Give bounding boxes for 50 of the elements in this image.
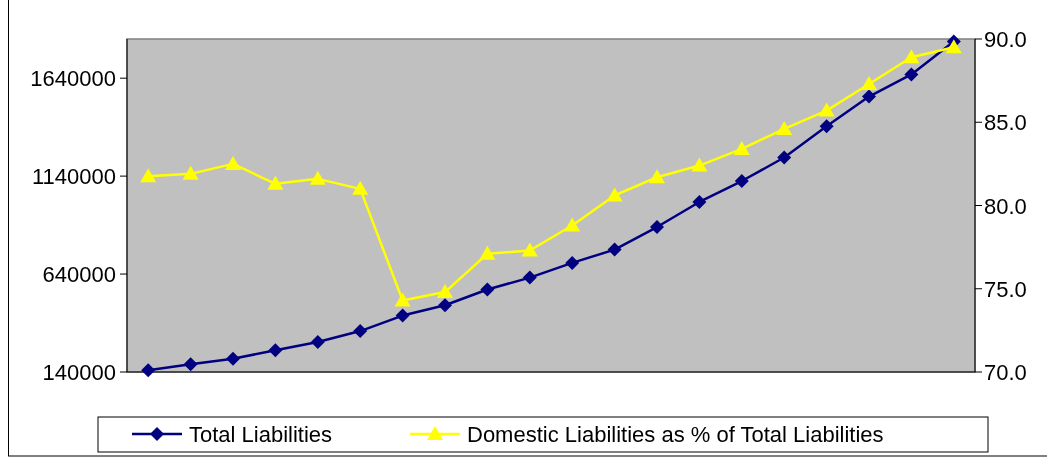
point <box>606 187 623 202</box>
point <box>861 75 877 90</box>
point <box>650 220 664 235</box>
y2-tick-label: 85.0 <box>984 110 1027 136</box>
y2-tick-label: 75.0 <box>984 276 1027 302</box>
y-tick-label: 1140000 <box>31 164 116 190</box>
point <box>819 119 834 134</box>
point <box>522 270 537 285</box>
point <box>267 175 284 190</box>
point <box>309 170 326 185</box>
point <box>480 282 495 297</box>
point <box>564 217 581 232</box>
point <box>395 308 410 323</box>
point <box>352 180 369 195</box>
point <box>437 284 453 299</box>
y2-tick-label: 80.0 <box>984 193 1027 219</box>
point <box>903 49 920 64</box>
legend-label: Total Liabilities <box>189 422 333 447</box>
point <box>862 89 876 104</box>
point <box>607 242 622 257</box>
point <box>818 102 835 117</box>
point <box>310 335 325 350</box>
y2-tick-label: 90.0 <box>984 27 1027 52</box>
y-tick-label: 1640000 <box>30 66 116 92</box>
point <box>226 351 240 366</box>
point <box>734 174 749 189</box>
point <box>691 157 708 172</box>
point <box>353 324 368 339</box>
y-tick-label: 140000 <box>42 360 116 385</box>
point <box>776 120 793 135</box>
point <box>565 255 580 270</box>
point <box>479 245 496 260</box>
point <box>268 343 283 358</box>
point <box>182 165 199 180</box>
point <box>733 140 750 155</box>
point <box>183 357 198 372</box>
point <box>904 67 919 82</box>
y-tick-label: 640000 <box>42 262 116 288</box>
legend-label: Domestic Liabilities as % of Total Liabilities <box>467 422 884 447</box>
point <box>141 363 156 378</box>
point <box>649 169 665 184</box>
point <box>945 39 962 54</box>
y2-tick-label: 70.0 <box>984 360 1027 385</box>
point <box>521 242 538 257</box>
point <box>438 298 452 313</box>
point <box>140 168 157 183</box>
point <box>394 292 411 307</box>
point <box>777 150 792 165</box>
point <box>692 194 707 209</box>
point <box>225 155 241 170</box>
